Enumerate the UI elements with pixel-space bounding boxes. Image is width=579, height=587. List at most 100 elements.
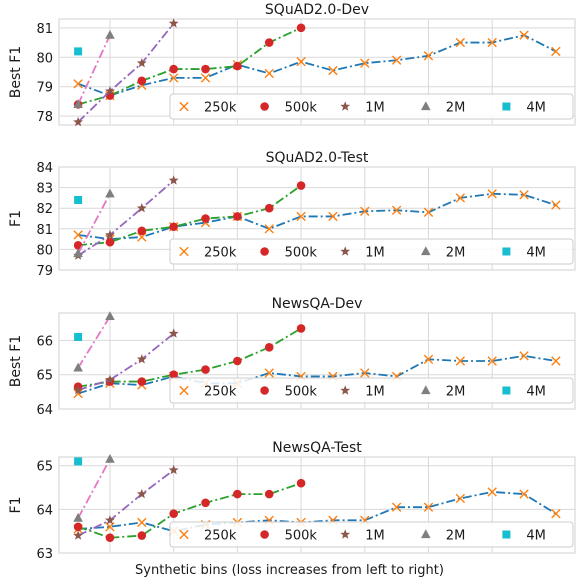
series-line xyxy=(77,332,175,391)
data-point xyxy=(105,229,115,240)
legend-marker xyxy=(179,385,189,396)
y-tick-label: 63 xyxy=(36,547,53,562)
data-point xyxy=(73,512,83,522)
chart-panel-1: 79 80 81 82 83 84 SQuAD2.0-Test F1 250k 500k 1M 2M 4… xyxy=(8,150,576,279)
data-point xyxy=(168,328,179,338)
legend-marker xyxy=(421,101,431,111)
data-point xyxy=(360,368,370,378)
legend-marker xyxy=(340,101,351,111)
data-point xyxy=(73,362,83,372)
data-point xyxy=(296,181,306,190)
legend-marker xyxy=(340,529,351,539)
legend-label: 250k xyxy=(204,529,237,544)
data-point xyxy=(105,533,115,543)
data-point xyxy=(168,18,179,28)
data-point xyxy=(74,195,83,204)
data-point xyxy=(328,65,338,76)
legend-marker xyxy=(179,529,189,540)
data-point xyxy=(423,51,434,61)
data-point xyxy=(455,356,466,366)
data-point xyxy=(169,222,178,232)
series-1M xyxy=(73,328,179,395)
data-point xyxy=(73,79,83,89)
y-tick-label: 65 xyxy=(36,369,53,384)
legend-box xyxy=(169,377,574,404)
y-tick-label: 79 xyxy=(36,81,53,96)
data-point xyxy=(519,351,529,361)
data-point xyxy=(233,356,242,366)
series-line xyxy=(77,193,111,254)
y-tick-label: 83 xyxy=(36,182,53,197)
legend-label: 2M xyxy=(446,101,466,116)
data-point xyxy=(136,488,147,499)
data-point xyxy=(137,517,147,528)
legend-label: 4M xyxy=(526,101,546,116)
legend-marker xyxy=(502,530,511,539)
series-4M xyxy=(74,457,83,466)
legend-label: 1M xyxy=(365,529,385,544)
data-point xyxy=(455,493,466,504)
series-250k xyxy=(73,30,561,101)
legend-label: 500k xyxy=(285,246,318,261)
data-point xyxy=(519,190,529,200)
legend-marker xyxy=(179,246,189,257)
data-point xyxy=(201,498,210,508)
data-point xyxy=(73,388,83,399)
y-tick-label: 64 xyxy=(36,403,53,418)
data-point xyxy=(136,203,147,213)
chart-title: SQuAD2.0-Test xyxy=(266,150,369,166)
legend-label: 500k xyxy=(285,101,318,116)
data-point xyxy=(73,530,84,540)
legend-label: 250k xyxy=(204,101,237,116)
legend-label: 500k xyxy=(285,385,318,400)
data-point xyxy=(233,212,242,221)
data-point xyxy=(105,188,115,198)
legend-label: 4M xyxy=(526,385,546,400)
series-4M xyxy=(74,333,83,341)
y-tick-label: 66 xyxy=(36,334,53,349)
data-point xyxy=(296,211,306,222)
y-tick-label: 79 xyxy=(36,264,53,279)
data-point xyxy=(168,73,179,83)
series-1M xyxy=(73,464,179,540)
data-point xyxy=(105,29,115,39)
y-tick-label: 65 xyxy=(36,460,53,475)
chart-title: SQuAD2.0-Dev xyxy=(265,2,369,18)
series-line xyxy=(77,192,557,241)
legend-marker xyxy=(421,246,431,256)
data-point xyxy=(423,502,434,512)
data-point xyxy=(200,73,211,83)
data-point xyxy=(168,464,179,475)
y-axis-label: Best F1 xyxy=(8,46,24,98)
data-point xyxy=(73,248,83,258)
legend-marker xyxy=(502,102,511,111)
y-axis-label: F1 xyxy=(8,497,24,514)
series-500k xyxy=(73,478,306,543)
data-point xyxy=(455,37,466,48)
series-2M xyxy=(73,29,115,108)
data-point xyxy=(137,232,147,242)
data-point xyxy=(519,489,529,499)
data-point xyxy=(105,453,115,463)
series-4M xyxy=(74,47,83,56)
legend-label: 2M xyxy=(446,246,466,261)
legend-box xyxy=(169,238,574,265)
data-point xyxy=(169,64,178,74)
data-point xyxy=(296,324,306,333)
legend-label: 1M xyxy=(365,246,385,261)
data-point xyxy=(73,384,84,395)
data-point xyxy=(137,531,147,540)
series-line xyxy=(77,179,175,257)
data-point xyxy=(73,522,83,532)
series-line xyxy=(77,22,175,123)
data-point xyxy=(296,23,306,33)
legend-label: 250k xyxy=(204,246,237,261)
series-line xyxy=(77,34,111,105)
legend: 250k 500k 1M 2M 4M xyxy=(169,238,574,265)
series-line xyxy=(77,327,302,388)
data-point xyxy=(137,76,147,86)
series-line xyxy=(77,469,175,537)
data-point xyxy=(391,55,402,65)
data-point xyxy=(264,38,274,47)
